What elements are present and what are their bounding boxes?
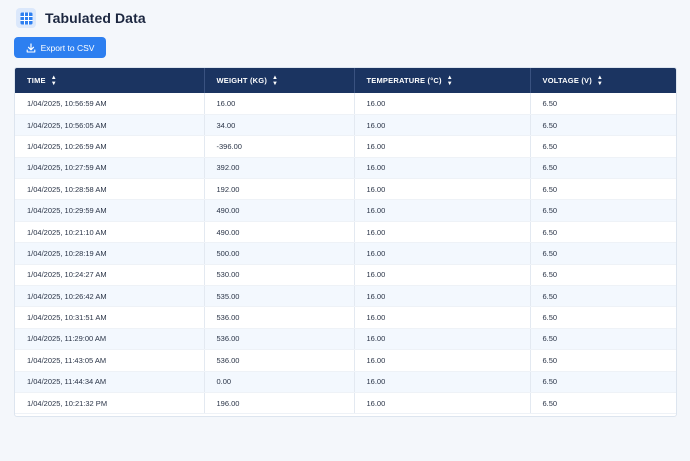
- column-header-label: TIME: [27, 75, 46, 85]
- cell-time: 1/04/2025, 10:24:27 AM: [15, 264, 205, 287]
- table-row: 1/04/2025, 11:43:05 AM 536.00 16.00 6.50: [15, 349, 676, 372]
- cell-weight: 535.00: [204, 285, 355, 308]
- table-row: 1/04/2025, 10:56:05 AM 34.00 16.00 6.50: [15, 114, 676, 137]
- cell-temperature: 16.00: [354, 157, 531, 180]
- sort-icon: ▲ ▼: [50, 74, 57, 87]
- cell-voltage: 6.50: [530, 114, 676, 137]
- sort-icon: ▲ ▼: [596, 74, 604, 87]
- cell-weight: 490.00: [204, 221, 355, 244]
- download-icon: [26, 42, 36, 53]
- cell-voltage: 6.50: [530, 221, 676, 244]
- page-header: Tabulated Data: [16, 7, 146, 29]
- table-row: 1/04/2025, 10:26:42 AM 535.00 16.00 6.50: [15, 285, 676, 308]
- cell-temperature: 16.00: [354, 392, 531, 415]
- cell-voltage: 6.50: [530, 264, 676, 287]
- cell-weight: 34.00: [204, 114, 355, 137]
- cell-time: 1/04/2025, 10:26:59 AM: [15, 135, 205, 158]
- column-header-label: VOLTAGE (V): [542, 75, 592, 85]
- cell-weight: 196.00: [204, 392, 355, 415]
- cell-time: 1/04/2025, 10:56:05 AM: [15, 114, 205, 137]
- cell-temperature: 16.00: [354, 221, 531, 244]
- cell-weight: 490.00: [204, 199, 355, 222]
- table-row: 1/04/2025, 10:29:59 AM 490.00 16.00 6.50: [15, 199, 676, 222]
- table-row: 1/04/2025, 10:28:19 AM 500.00 16.00 6.50: [15, 242, 676, 265]
- cell-time: 1/04/2025, 10:21:10 AM: [15, 221, 205, 244]
- cell-voltage: 6.50: [530, 93, 676, 115]
- cell-voltage: 6.50: [530, 349, 676, 372]
- export-csv-button[interactable]: Export to CSV: [14, 37, 106, 58]
- cell-weight: 536.00: [204, 349, 355, 372]
- table-grid-icon: [16, 8, 36, 28]
- cell-time: 1/04/2025, 10:28:58 AM: [15, 178, 205, 201]
- table-body: 1/04/2025, 10:56:59 AM 16.00 16.00 6.50 1/04…: [15, 93, 676, 415]
- table-header-row: TIME ▲ ▼ WEIGHT (KG) ▲ ▼ TEMPERATURE (°C) ▲ ▼ …: [15, 68, 676, 93]
- page-title: Tabulated Data: [45, 10, 146, 26]
- cell-voltage: 6.50: [530, 371, 676, 393]
- cell-time: 1/04/2025, 11:43:05 AM: [15, 349, 205, 372]
- cell-voltage: 6.50: [530, 328, 676, 351]
- cell-temperature: 16.00: [354, 285, 531, 308]
- cell-time: 1/04/2025, 11:29:00 AM: [15, 328, 205, 351]
- cell-voltage: 6.50: [530, 135, 676, 158]
- cell-temperature: 16.00: [354, 178, 531, 201]
- table-row: 1/04/2025, 10:27:59 AM 392.00 16.00 6.50: [15, 157, 676, 180]
- data-table-container: TIME ▲ ▼ WEIGHT (KG) ▲ ▼ TEMPERATURE (°C) ▲ ▼ …: [14, 67, 677, 417]
- cell-time: 1/04/2025, 11:44:34 AM: [15, 371, 205, 393]
- column-header-label: WEIGHT (KG): [216, 75, 268, 85]
- table-row: 1/04/2025, 10:31:51 AM 536.00 16.00 6.50: [15, 306, 676, 329]
- sort-icon: ▲ ▼: [446, 74, 453, 87]
- table-row: 1/04/2025, 10:28:58 AM 192.00 16.00 6.50: [15, 178, 676, 201]
- cell-time: 1/04/2025, 10:31:51 AM: [15, 306, 205, 329]
- cell-temperature: 16.00: [354, 199, 531, 222]
- cell-temperature: 16.00: [354, 328, 531, 351]
- cell-temperature: 16.00: [354, 264, 531, 287]
- cell-weight: 0.00: [204, 371, 355, 393]
- cell-weight: 536.00: [204, 328, 355, 351]
- cell-voltage: 6.50: [530, 178, 676, 201]
- cell-temperature: 16.00: [354, 114, 531, 137]
- cell-weight: 392.00: [204, 157, 355, 180]
- cell-temperature: 16.00: [354, 349, 531, 372]
- cell-temperature: 16.00: [354, 371, 531, 393]
- cell-weight: -396.00: [204, 135, 355, 158]
- cell-weight: 530.00: [204, 264, 355, 287]
- cell-time: 1/04/2025, 10:21:32 PM: [15, 392, 205, 415]
- table-row: 1/04/2025, 10:21:10 AM 490.00 16.00 6.50: [15, 221, 676, 244]
- cell-weight: 192.00: [204, 178, 355, 201]
- table-row: 1/04/2025, 10:56:59 AM 16.00 16.00 6.50: [15, 93, 676, 115]
- data-table: TIME ▲ ▼ WEIGHT (KG) ▲ ▼ TEMPERATURE (°C) ▲ ▼ …: [15, 68, 676, 415]
- cell-temperature: 16.00: [354, 135, 531, 158]
- cell-time: 1/04/2025, 10:27:59 AM: [15, 157, 205, 180]
- cell-weight: 536.00: [204, 306, 355, 329]
- cell-temperature: 16.00: [354, 306, 531, 329]
- cell-time: 1/04/2025, 10:56:59 AM: [15, 93, 205, 115]
- column-header-label: TEMPERATURE (°C): [366, 75, 442, 85]
- column-header-voltage[interactable]: VOLTAGE (V) ▲ ▼: [530, 68, 676, 93]
- cell-weight: 16.00: [204, 93, 355, 115]
- sort-icon: ▲ ▼: [272, 74, 279, 87]
- cell-voltage: 6.50: [530, 157, 676, 180]
- cell-time: 1/04/2025, 10:26:42 AM: [15, 285, 205, 308]
- cell-weight: 500.00: [204, 242, 355, 265]
- table-row: 1/04/2025, 10:21:32 PM 196.00 16.00 6.50: [15, 392, 676, 415]
- column-header-weight[interactable]: WEIGHT (KG) ▲ ▼: [204, 68, 355, 93]
- column-header-temperature[interactable]: TEMPERATURE (°C) ▲ ▼: [354, 68, 531, 93]
- cell-voltage: 6.50: [530, 199, 676, 222]
- cell-voltage: 6.50: [530, 306, 676, 329]
- cell-voltage: 6.50: [530, 285, 676, 308]
- table-row: 1/04/2025, 11:29:00 AM 536.00 16.00 6.50: [15, 328, 676, 351]
- table-row: 1/04/2025, 11:44:34 AM 0.00 16.00 6.50: [15, 371, 676, 393]
- table-row: 1/04/2025, 10:26:59 AM -396.00 16.00 6.50: [15, 135, 676, 158]
- column-header-time[interactable]: TIME ▲ ▼: [15, 68, 205, 93]
- cell-time: 1/04/2025, 10:28:19 AM: [15, 242, 205, 265]
- cell-temperature: 16.00: [354, 93, 531, 115]
- cell-temperature: 16.00: [354, 242, 531, 265]
- export-csv-label: Export to CSV: [40, 42, 95, 53]
- cell-voltage: 6.50: [530, 392, 676, 415]
- table-row: 1/04/2025, 10:24:27 AM 530.00 16.00 6.50: [15, 264, 676, 287]
- cell-time: 1/04/2025, 10:29:59 AM: [15, 199, 205, 222]
- cell-voltage: 6.50: [530, 242, 676, 265]
